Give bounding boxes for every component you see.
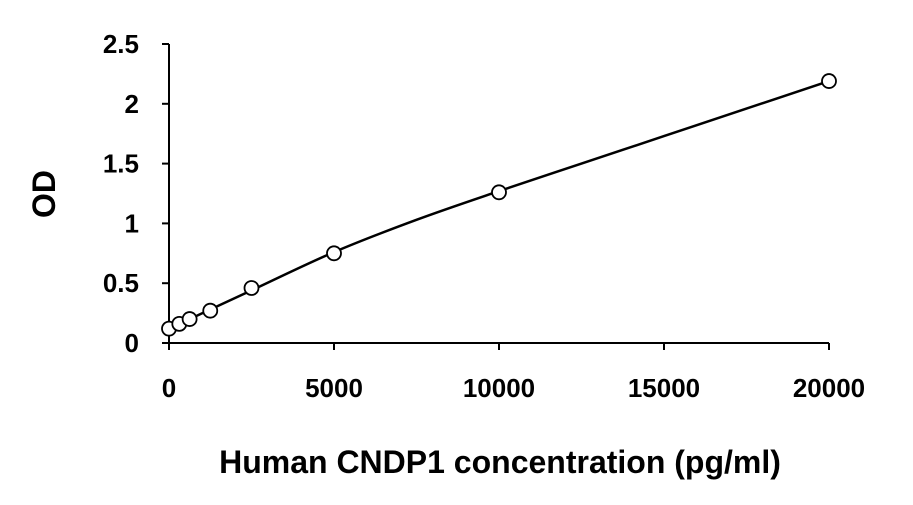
fit-curve-layer [168, 79, 830, 330]
y-tick-label-2: 1 [125, 208, 139, 238]
fit-curve [168, 79, 830, 330]
y-axis-title: OD [26, 170, 62, 218]
y-tick-label-0: 0 [125, 328, 139, 358]
y-tick-label-4: 2 [125, 89, 139, 119]
x-axis: 0 5000 10000 15000 20000 [162, 342, 865, 403]
data-points [161, 73, 837, 337]
x-tick-label-0: 0 [162, 373, 176, 403]
y-tick-label-1: 0.5 [103, 268, 139, 298]
data-point-4 [243, 280, 260, 296]
y-tick-label-5: 2.5 [103, 29, 139, 59]
data-point-5 [326, 245, 342, 262]
x-tick-label-2: 10000 [463, 373, 535, 403]
x-tick-label-1: 5000 [305, 373, 363, 403]
x-tick-label-4: 20000 [793, 373, 865, 403]
data-point-2 [181, 311, 198, 327]
y-ticks: 0 0.5 1 1.5 2 2.5 [103, 29, 169, 358]
y-tick-label-3: 1.5 [103, 149, 139, 179]
data-point-3 [202, 302, 219, 319]
data-point-7 [821, 73, 837, 89]
y-axis: 0 0.5 1 1.5 2 2.5 [103, 29, 170, 358]
x-ticks: 0 5000 10000 15000 20000 [162, 343, 865, 403]
data-point-6 [491, 184, 507, 201]
x-axis-title: Human CNDP1 concentration (pg/ml) [219, 444, 781, 480]
x-tick-label-3: 15000 [628, 373, 700, 403]
